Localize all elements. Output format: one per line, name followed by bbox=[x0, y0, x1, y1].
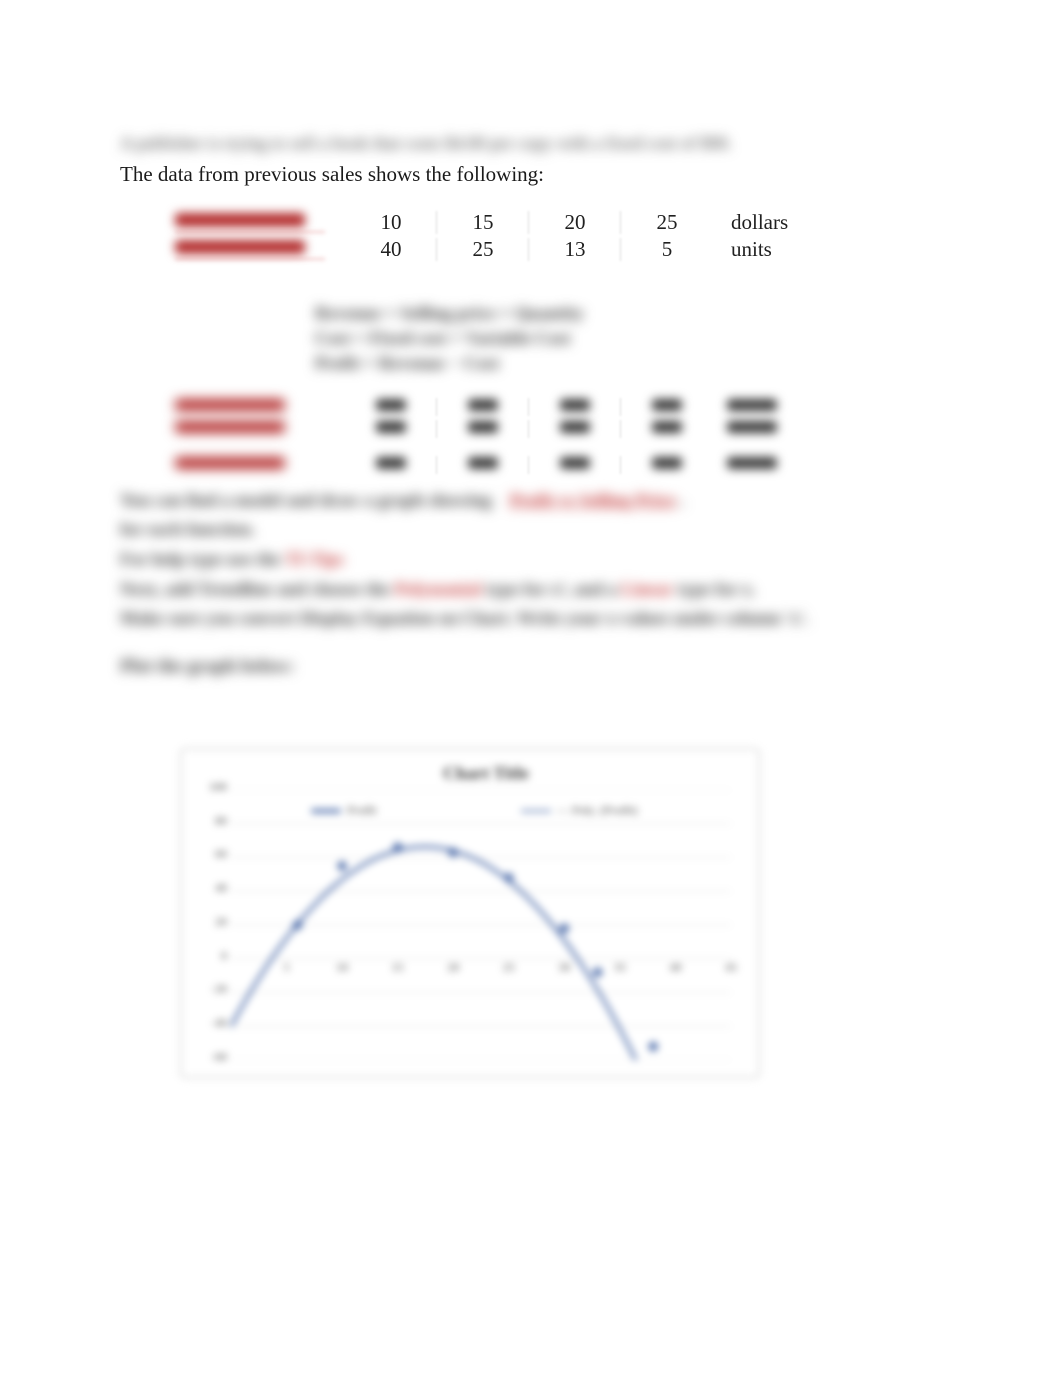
intro-line-1: A publisher is trying to sell a book tha… bbox=[120, 130, 942, 157]
profit-chart: Chart Title Profit — Poly. (Profit) -60-… bbox=[180, 748, 760, 1078]
table-cell: 10 bbox=[345, 209, 437, 236]
table-row: 40 25 13 5 units bbox=[175, 236, 811, 263]
table-cell: 40 bbox=[345, 236, 437, 263]
table-row bbox=[175, 418, 807, 440]
cost-revenue-table bbox=[175, 396, 942, 440]
chart-plot-area bbox=[231, 790, 731, 1060]
row-unit: dollars bbox=[713, 209, 811, 236]
intro-line-2: The data from previous sales shows the f… bbox=[120, 159, 942, 191]
chart-title: Chart Title bbox=[231, 763, 741, 784]
price-quantity-table: 10 15 20 25 dollars 40 25 13 5 units bbox=[175, 209, 942, 263]
row-label bbox=[175, 236, 345, 263]
formulas-block: Revenue = Selling price × Quantity Cost … bbox=[315, 303, 942, 374]
row-label bbox=[175, 209, 345, 236]
instructions-paragraph: You can find a model and draw a graph sh… bbox=[120, 486, 942, 634]
profit-table bbox=[175, 454, 942, 476]
chart-y-axis: -60-40-20020406080100 bbox=[191, 787, 227, 1057]
table-row bbox=[175, 396, 807, 418]
table-cell: 15 bbox=[437, 209, 529, 236]
table-cell: 25 bbox=[437, 236, 529, 263]
row-unit: units bbox=[713, 236, 811, 263]
table-cell: 20 bbox=[529, 209, 621, 236]
table-cell: 13 bbox=[529, 236, 621, 263]
plot-heading: Plot the graph below: bbox=[120, 656, 942, 678]
table-cell: 5 bbox=[621, 236, 713, 263]
table-row bbox=[175, 454, 807, 476]
table-cell: 25 bbox=[621, 209, 713, 236]
chart-x-axis: 51015202530354045 bbox=[231, 960, 731, 976]
table-row: 10 15 20 25 dollars bbox=[175, 209, 811, 236]
